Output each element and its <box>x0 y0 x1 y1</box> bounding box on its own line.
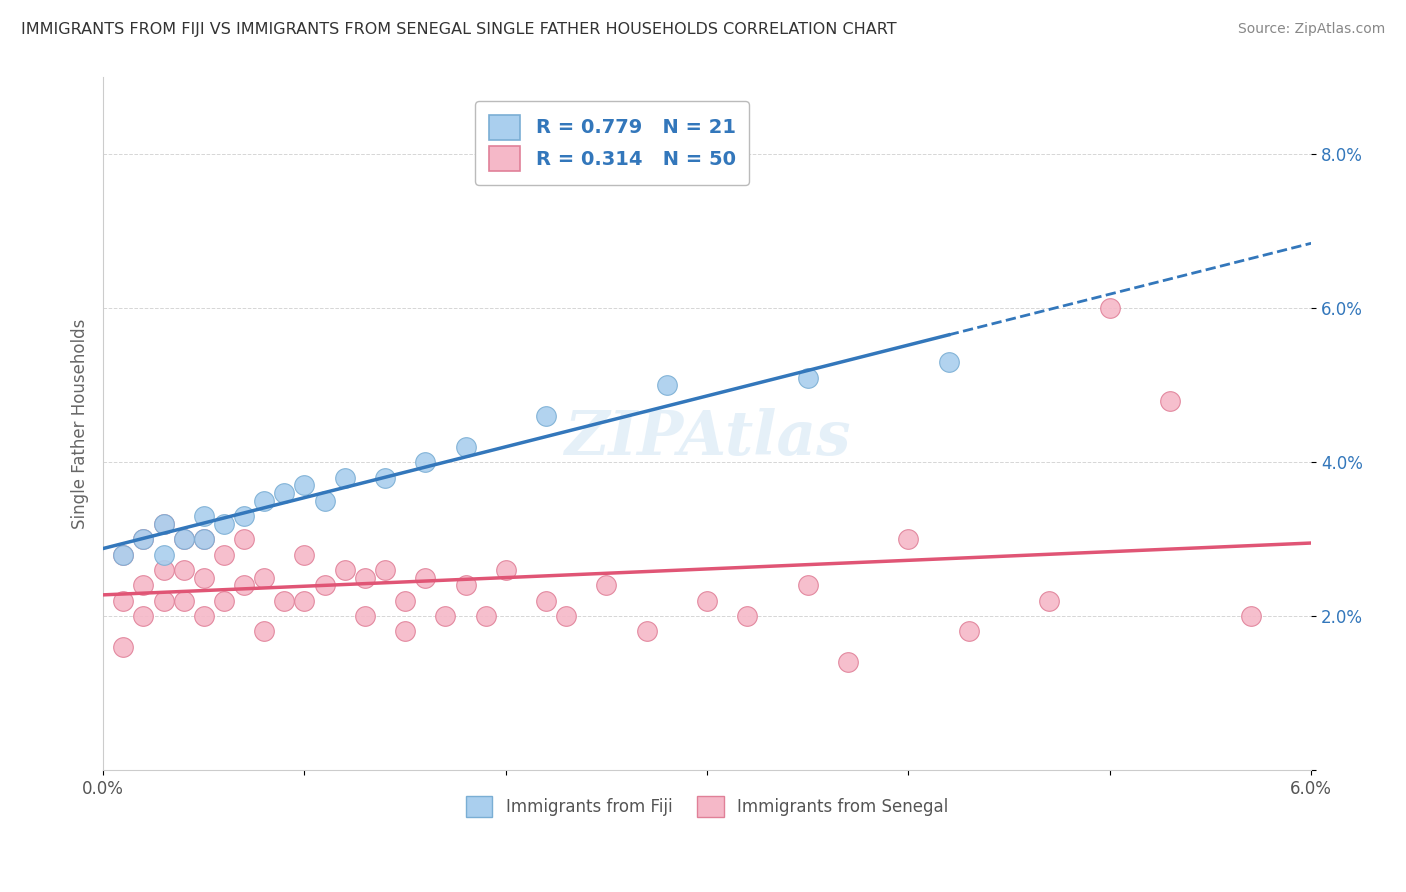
Point <box>152 593 174 607</box>
Point <box>233 509 256 524</box>
Point <box>152 563 174 577</box>
Point <box>253 493 276 508</box>
Point <box>112 548 135 562</box>
Point <box>737 609 759 624</box>
Point <box>112 548 135 562</box>
Point <box>132 532 155 546</box>
Point <box>152 548 174 562</box>
Point <box>253 571 276 585</box>
Point <box>294 593 316 607</box>
Text: Source: ZipAtlas.com: Source: ZipAtlas.com <box>1237 22 1385 37</box>
Point <box>173 532 195 546</box>
Point <box>413 455 436 469</box>
Point <box>193 609 215 624</box>
Point <box>314 493 336 508</box>
Point <box>534 409 557 423</box>
Point <box>797 578 820 592</box>
Point <box>173 532 195 546</box>
Point <box>938 355 960 369</box>
Point <box>595 578 617 592</box>
Point <box>413 571 436 585</box>
Point <box>333 470 356 484</box>
Point <box>454 440 477 454</box>
Point <box>132 532 155 546</box>
Point <box>314 578 336 592</box>
Point <box>193 532 215 546</box>
Point <box>333 563 356 577</box>
Point <box>212 548 235 562</box>
Point <box>233 578 256 592</box>
Point <box>294 478 316 492</box>
Point <box>212 593 235 607</box>
Point <box>534 593 557 607</box>
Point <box>1159 393 1181 408</box>
Point <box>173 593 195 607</box>
Point <box>1098 301 1121 316</box>
Point <box>555 609 578 624</box>
Point <box>354 571 377 585</box>
Point <box>374 470 396 484</box>
Point <box>394 593 416 607</box>
Point <box>957 624 980 639</box>
Point <box>495 563 517 577</box>
Point <box>193 571 215 585</box>
Point <box>193 532 215 546</box>
Point <box>897 532 920 546</box>
Point <box>434 609 457 624</box>
Point <box>394 624 416 639</box>
Point <box>132 609 155 624</box>
Point <box>374 563 396 577</box>
Point <box>294 548 316 562</box>
Point <box>273 486 295 500</box>
Point <box>253 624 276 639</box>
Point <box>152 516 174 531</box>
Point <box>655 378 678 392</box>
Point <box>354 609 377 624</box>
Y-axis label: Single Father Households: Single Father Households <box>72 318 89 529</box>
Text: ZIPAtlas: ZIPAtlas <box>564 408 851 467</box>
Point <box>636 624 658 639</box>
Point <box>233 532 256 546</box>
Point <box>152 516 174 531</box>
Point <box>454 578 477 592</box>
Point <box>173 563 195 577</box>
Point <box>112 593 135 607</box>
Point <box>193 509 215 524</box>
Point <box>132 578 155 592</box>
Point <box>212 516 235 531</box>
Point <box>273 593 295 607</box>
Point <box>837 655 859 669</box>
Point <box>112 640 135 654</box>
Point <box>797 370 820 384</box>
Point <box>696 593 718 607</box>
Legend: Immigrants from Fiji, Immigrants from Senegal: Immigrants from Fiji, Immigrants from Se… <box>458 789 955 824</box>
Text: IMMIGRANTS FROM FIJI VS IMMIGRANTS FROM SENEGAL SINGLE FATHER HOUSEHOLDS CORRELA: IMMIGRANTS FROM FIJI VS IMMIGRANTS FROM … <box>21 22 897 37</box>
Point <box>1240 609 1263 624</box>
Point <box>1038 593 1060 607</box>
Point <box>474 609 496 624</box>
